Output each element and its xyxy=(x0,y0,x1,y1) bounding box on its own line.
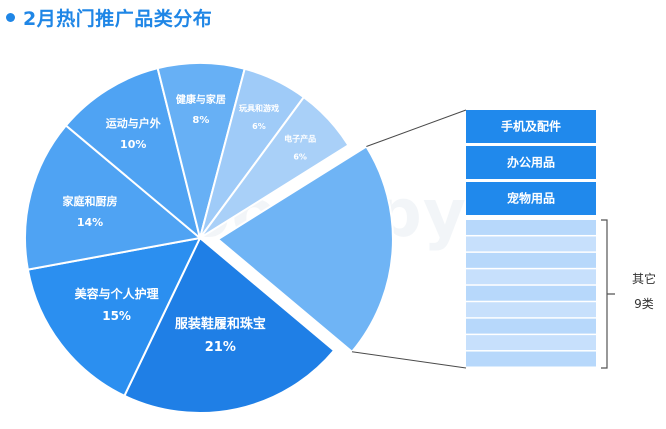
slice-value-label: 6% xyxy=(293,152,307,161)
breakdown-other-row xyxy=(466,318,596,334)
breakdown-box xyxy=(466,110,596,143)
breakdown-other-row xyxy=(466,285,596,301)
pie-slice xyxy=(216,145,394,354)
title-bullet-icon xyxy=(6,13,15,22)
slice-value-label: 14% xyxy=(77,216,103,229)
slice-label: 服装鞋履和珠宝 xyxy=(175,316,266,332)
breakdown-other-row xyxy=(466,236,596,252)
breakdown-box xyxy=(466,146,596,179)
slice-value-label: 10% xyxy=(120,138,146,151)
slice-label: 健康与家居 xyxy=(176,93,226,106)
connector-line-bottom xyxy=(351,351,467,369)
connector-line-top xyxy=(366,109,467,147)
slice-value-label: 6% xyxy=(252,122,266,131)
breakdown-label: 手机及配件 xyxy=(501,119,561,134)
slice-label: 玩具和游戏 xyxy=(239,103,279,113)
chart-title: 2月热门推广品类分布 xyxy=(23,8,213,30)
bracket-label-others: 其它 xyxy=(631,272,656,286)
bracket xyxy=(601,219,615,369)
breakdown-box xyxy=(466,182,596,215)
breakdown-other-row xyxy=(466,269,596,285)
pie-slice xyxy=(64,66,202,241)
slice-value-label: 21% xyxy=(205,340,236,355)
breakdown-other-row xyxy=(466,351,596,367)
title-block: 2月热门推广品类分布 xyxy=(6,4,212,31)
pie-slice xyxy=(199,95,350,239)
breakdown-other-row xyxy=(466,220,596,235)
slice-value-label: 15% xyxy=(102,309,131,323)
breakdown-label: 办公用品 xyxy=(507,155,555,170)
pie-slice xyxy=(26,236,202,398)
breakdown-other-row xyxy=(466,302,596,318)
slice-label: 运动与户外 xyxy=(106,116,161,130)
slice-label: 家庭和厨房 xyxy=(63,194,118,208)
bracket-label-count: 9类 xyxy=(634,297,654,311)
breakdown-other-row xyxy=(466,252,596,268)
slice-label: 电子产品 xyxy=(284,133,316,143)
pie-slice xyxy=(123,236,336,414)
slice-value-label: 8% xyxy=(192,115,209,126)
pie-slice xyxy=(24,124,203,271)
breakdown-label: 宠物用品 xyxy=(507,191,555,206)
breakdown-other-row xyxy=(466,335,596,351)
slice-label: 美容与个人护理 xyxy=(75,286,159,301)
